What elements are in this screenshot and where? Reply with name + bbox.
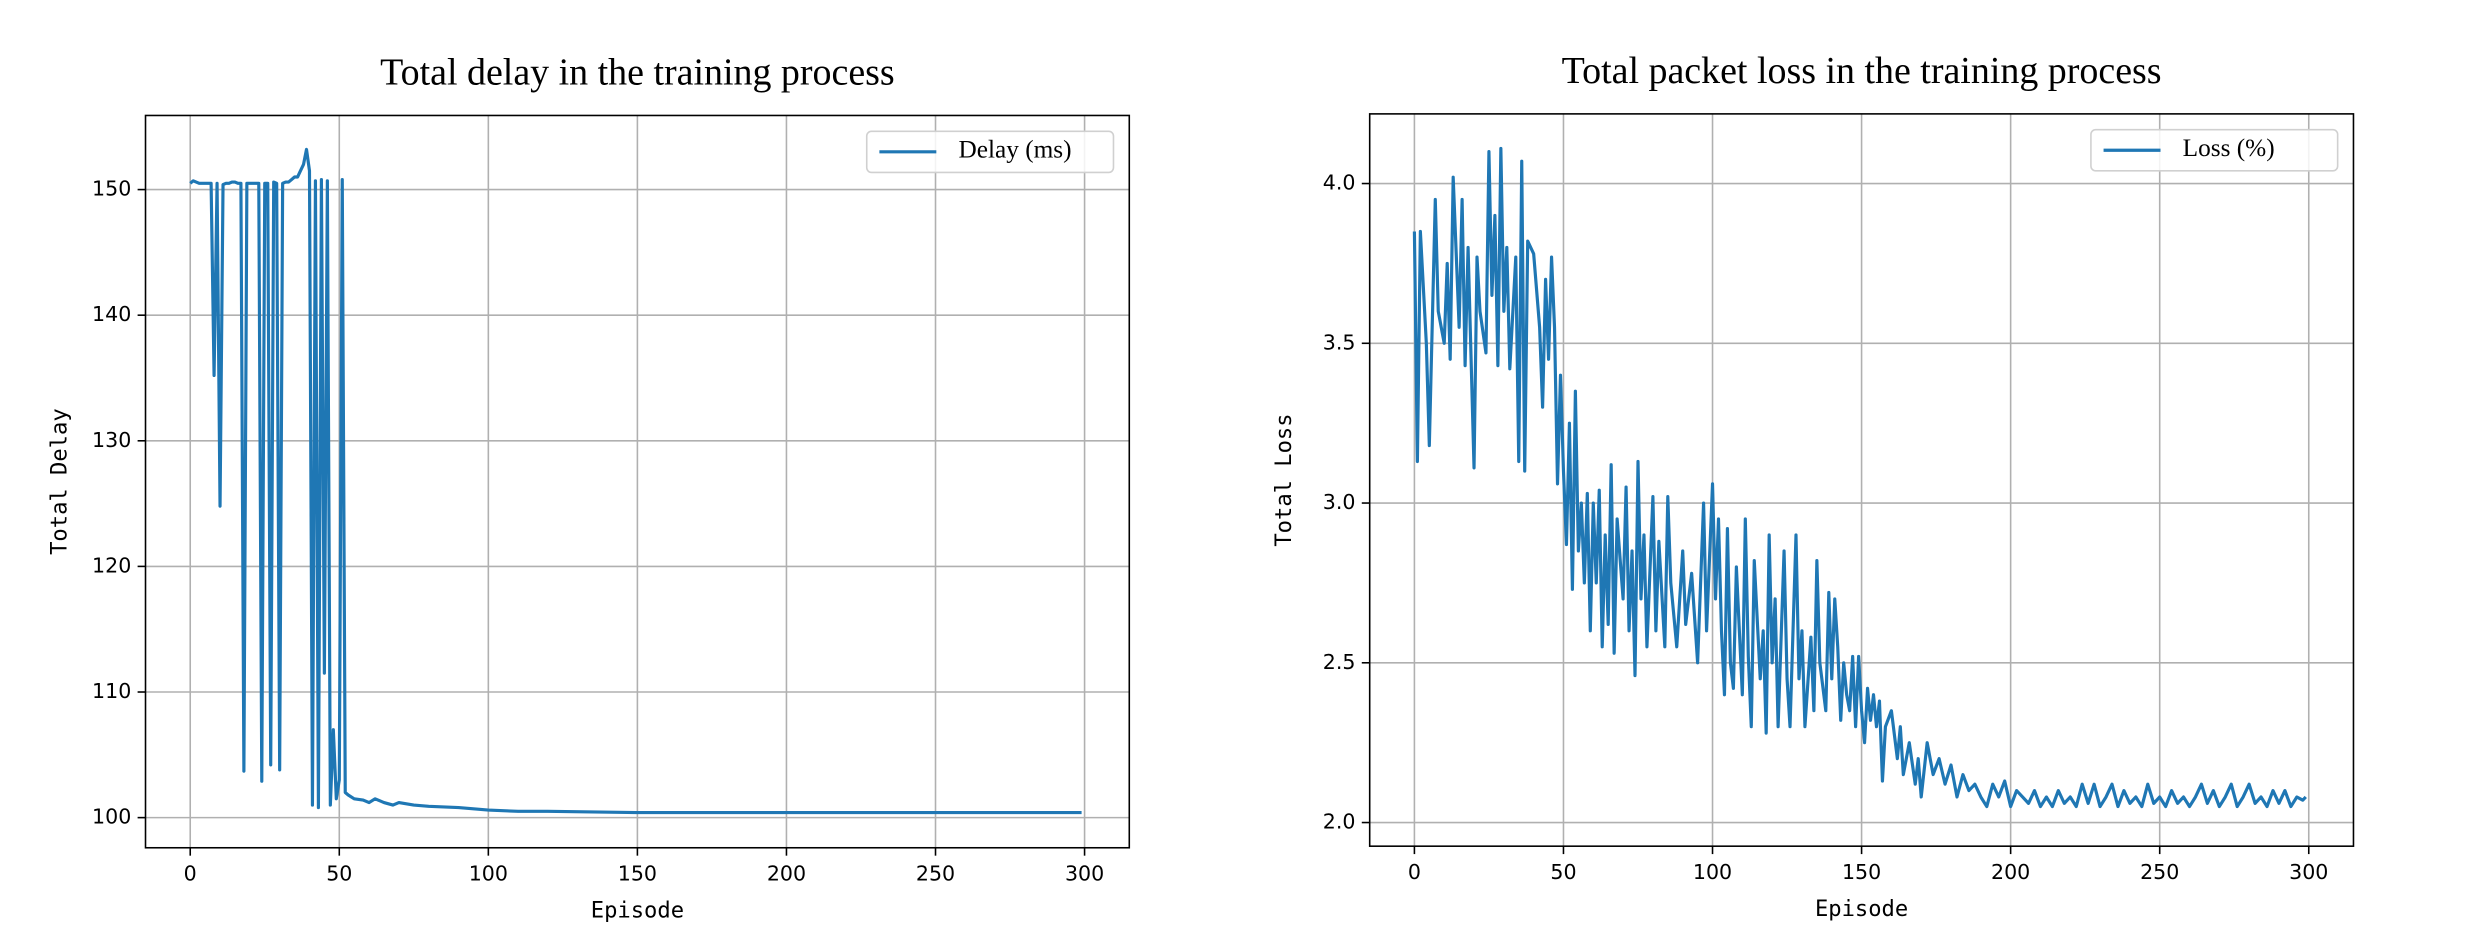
legend-label: Delay (ms) (958, 136, 1071, 164)
y-tick-label: 100 (92, 805, 131, 829)
x-tick-label: 150 (1842, 860, 1881, 884)
y-tick-label: 120 (92, 553, 131, 577)
y-tick-label: 3.0 (1323, 490, 1356, 514)
x-tick-label: 300 (1065, 862, 1104, 886)
y-axis-label: Total Loss (1271, 413, 1297, 546)
plot-frame (1368, 113, 2355, 847)
x-axis-label: Episode (1815, 896, 1908, 922)
y-tick-label: 150 (92, 177, 131, 201)
y-tick-label: 3.5 (1323, 330, 1356, 354)
y-tick-label: 140 (92, 302, 131, 326)
x-tick-label: 0 (184, 862, 197, 886)
chart-title: Total delay in the training process (380, 52, 895, 94)
x-tick-label: 100 (1693, 860, 1732, 884)
y-tick-label: 4.0 (1323, 171, 1356, 195)
x-tick-label: 200 (767, 862, 806, 886)
x-tick-label: 250 (916, 862, 955, 886)
x-tick-label: 50 (1550, 860, 1576, 884)
legend-label: Loss (%) (2183, 134, 2275, 162)
x-axis-label: Episode (591, 898, 684, 924)
plot-frame (144, 114, 1131, 849)
x-tick-label: 150 (618, 862, 657, 886)
legend-box (865, 130, 1115, 174)
x-tick-label: 50 (326, 862, 352, 886)
x-tick-label: 0 (1408, 860, 1421, 884)
chart-title: Total packet loss in the training proces… (1562, 50, 2162, 92)
data-line (1412, 146, 2307, 809)
x-tick-label: 300 (2289, 860, 2328, 884)
x-tick-label: 100 (469, 862, 508, 886)
y-tick-label: 2.5 (1323, 650, 1356, 674)
y-tick-label: 130 (92, 428, 131, 452)
y-tick-label: 2.0 (1323, 810, 1356, 834)
data-line (189, 147, 1082, 815)
y-tick-label: 110 (92, 679, 131, 703)
x-tick-label: 200 (1991, 860, 2030, 884)
legend-box (2090, 128, 2339, 172)
y-axis-label: Total Delay (47, 408, 73, 555)
x-tick-label: 250 (2140, 860, 2179, 884)
